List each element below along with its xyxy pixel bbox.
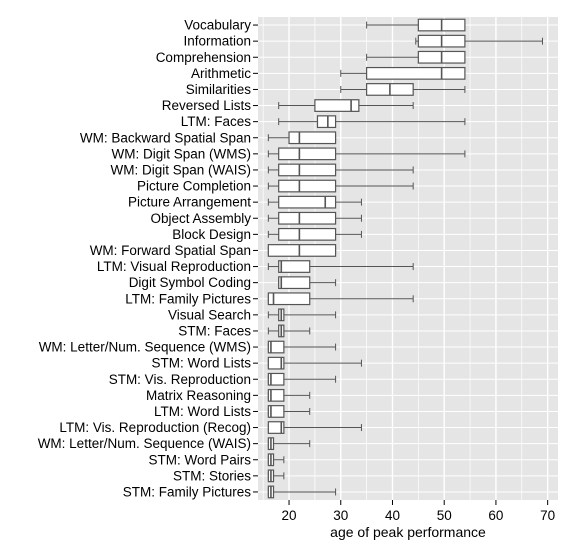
x-axis: 20 30 40 50 60 70 <box>282 500 555 523</box>
x-tick-label: 60 <box>488 508 503 523</box>
box-2 <box>415 34 543 48</box>
box-27 <box>267 437 311 451</box>
category-label: STM: Word Pairs <box>148 452 251 467</box>
box-body <box>267 405 285 418</box>
category-label: LTM: Visual Reproduction <box>97 259 251 274</box>
box-13 <box>267 211 362 225</box>
box-6 <box>278 99 414 112</box>
box-25 <box>267 405 311 418</box>
box-body <box>278 147 337 161</box>
category-label: WM: Letter/Num. Sequence (WAIS) <box>38 436 251 451</box>
category-label: Block Design <box>172 227 251 242</box>
box-29 <box>267 469 285 483</box>
category-label: Picture Arrangement <box>128 195 251 210</box>
box-24 <box>267 388 311 402</box>
category-label: Digit Symbol Coding <box>129 275 251 290</box>
box-10 <box>267 163 414 177</box>
box-21 <box>267 340 337 354</box>
box-15 <box>267 244 337 257</box>
box-4 <box>340 66 466 80</box>
box-22 <box>267 356 362 370</box>
box-body <box>288 131 337 145</box>
box-body <box>267 388 285 402</box>
category-label: STM: Family Pictures <box>123 484 252 499</box>
category-label: STM: Stories <box>173 468 251 483</box>
box-body <box>316 115 337 129</box>
box-body <box>278 227 337 241</box>
category-label: WM: Digit Span (WAIS) <box>110 162 251 177</box>
box-14 <box>267 227 362 241</box>
box-body <box>314 99 360 112</box>
box-26 <box>267 421 362 434</box>
x-tick-label: 50 <box>437 508 452 523</box>
category-label: Matrix Reasoning <box>146 388 251 403</box>
category-label: LTM: Faces <box>181 114 252 129</box>
category-label: STM: Vis. Reproduction <box>109 372 251 387</box>
plot-panel <box>258 17 558 500</box>
x-tick-label: 20 <box>282 508 297 523</box>
box-17 <box>278 276 337 290</box>
box-body <box>267 340 285 354</box>
category-label: WM: Forward Spatial Span <box>90 243 251 258</box>
x-tick-label: 70 <box>540 508 555 523</box>
category-label: Visual Search <box>168 307 251 322</box>
category-label: STM: Faces <box>178 323 251 338</box>
boxes <box>267 18 543 499</box>
box-body <box>267 292 311 306</box>
box-body <box>278 163 337 177</box>
category-label: Vocabulary <box>184 18 251 33</box>
box-12 <box>267 195 362 209</box>
x-tick-label: 40 <box>385 508 400 523</box>
box-body <box>366 66 466 80</box>
category-label: WM: Backward Spatial Span <box>80 130 251 145</box>
category-label: LTM: Family Pictures <box>125 291 251 306</box>
box-1 <box>366 18 466 32</box>
category-labels: VocabularyInformationComprehensionArithm… <box>38 18 258 499</box>
box-19 <box>267 308 337 322</box>
category-label: LTM: Vis. Reproduction (Recog) <box>59 420 251 435</box>
box-body <box>267 421 285 434</box>
category-label: Arithmetic <box>191 66 251 81</box>
category-label: Object Assembly <box>150 211 251 226</box>
box-7 <box>278 115 466 129</box>
box-body <box>278 179 337 193</box>
box-8 <box>267 131 337 145</box>
box-3 <box>366 50 466 64</box>
box-body <box>267 356 285 370</box>
box-body <box>278 211 337 225</box>
box-30 <box>267 485 337 499</box>
box-body <box>267 372 285 386</box>
category-label: WM: Digit Span (WMS) <box>111 146 251 161</box>
box-16 <box>267 260 414 273</box>
box-9 <box>267 147 466 161</box>
box-23 <box>267 372 337 386</box>
category-label: LTM: Word Lists <box>154 404 251 419</box>
category-label: WM: Letter/Num. Sequence (WMS) <box>39 340 251 355</box>
category-label: STM: Word Lists <box>151 356 251 371</box>
category-label: Similarities <box>186 82 252 97</box>
box-body <box>267 244 337 257</box>
x-axis-title: age of peak performance <box>330 524 486 540</box>
box-20 <box>267 324 311 338</box>
x-tick-label: 30 <box>333 508 348 523</box>
box-body <box>278 260 311 273</box>
box-body <box>278 195 337 209</box>
box-28 <box>267 453 285 467</box>
box-18 <box>267 292 414 306</box>
category-label: Comprehension <box>156 50 251 65</box>
category-label: Information <box>183 34 251 49</box>
category-label: Reversed Lists <box>162 98 252 113</box>
box-5 <box>340 83 466 96</box>
box-11 <box>267 179 414 193</box>
category-label: Picture Completion <box>137 179 251 194</box>
box-body <box>278 276 311 290</box>
